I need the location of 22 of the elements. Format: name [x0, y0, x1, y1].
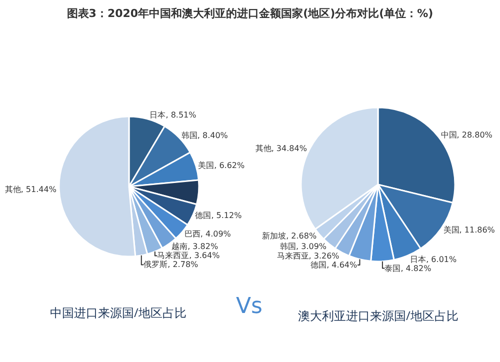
- slice-label: 中国, 28.80%: [440, 130, 493, 140]
- slice-label: 韩国, 3.09%: [280, 242, 327, 252]
- text: Vs: [236, 294, 263, 320]
- slice-label: 马来西亚, 3.26%: [276, 252, 340, 261]
- slice-label: 韩国, 8.40%: [181, 130, 228, 140]
- slice-label: 越南, 3.82%: [172, 242, 218, 252]
- slice-label: 马来西亚, 3.64%: [157, 251, 220, 260]
- slice-label: 美国, 6.62%: [198, 160, 246, 170]
- slice-label: 德国, 5.12%: [195, 211, 242, 220]
- chart-title: 图表3：2020年中国和澳大利亚的进口金额国家(地区)分布对比(单位：%): [66, 6, 434, 22]
- text: 中国进口来源国/地区占比: [50, 304, 186, 321]
- text: 澳大利亚进口来源国/地区占比: [298, 307, 458, 324]
- slice-label: 其他, 34.84%: [255, 144, 308, 153]
- slice-label: 日本, 6.01%: [410, 254, 457, 264]
- slice-label: 新加坡, 2.68%: [262, 232, 317, 241]
- slice-label: 德国, 4.64%: [310, 260, 358, 270]
- slice-label: 泰国, 4.82%: [384, 264, 432, 273]
- slice-label: 俄罗斯, 2.78%: [144, 260, 199, 270]
- slice-label: 日本, 8.51%: [150, 110, 197, 120]
- slice-label: 巴西, 4.09%: [184, 229, 232, 238]
- slice-label: 其他, 51.44%: [4, 185, 57, 194]
- slice-label: 美国, 11.86%: [443, 226, 496, 235]
